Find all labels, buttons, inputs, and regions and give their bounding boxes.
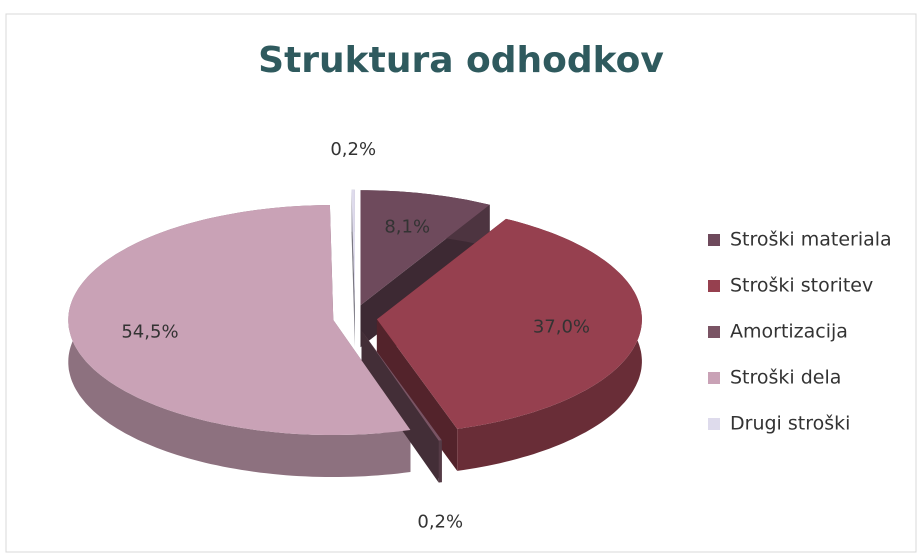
slice-side (438, 440, 442, 483)
slice-wall (361, 330, 439, 483)
legend-swatch (708, 234, 720, 246)
data-label: 0,2% (330, 139, 376, 160)
legend-swatch (708, 372, 720, 384)
legend-swatch (708, 280, 720, 292)
legend-label: Amortizacija (730, 321, 848, 343)
slice (351, 189, 355, 305)
legend-label: Stroški materiala (730, 229, 892, 251)
slice (360, 190, 490, 306)
legend-swatch (708, 326, 720, 338)
slice-wall (376, 319, 458, 471)
data-label: 37,0% (533, 316, 590, 337)
legend-label: Stroški dela (730, 367, 841, 389)
slice (361, 330, 442, 441)
chart-title: Struktura odhodkov (258, 40, 664, 81)
legend-swatch (708, 418, 720, 430)
slice (376, 218, 642, 429)
legend-label: Stroški storitev (730, 275, 873, 297)
slice (68, 205, 411, 435)
legend-label: Drugi stroški (730, 413, 850, 435)
data-label: 0,2% (417, 511, 463, 532)
data-label: 8,1% (384, 216, 430, 237)
data-label: 54,5% (121, 321, 178, 342)
